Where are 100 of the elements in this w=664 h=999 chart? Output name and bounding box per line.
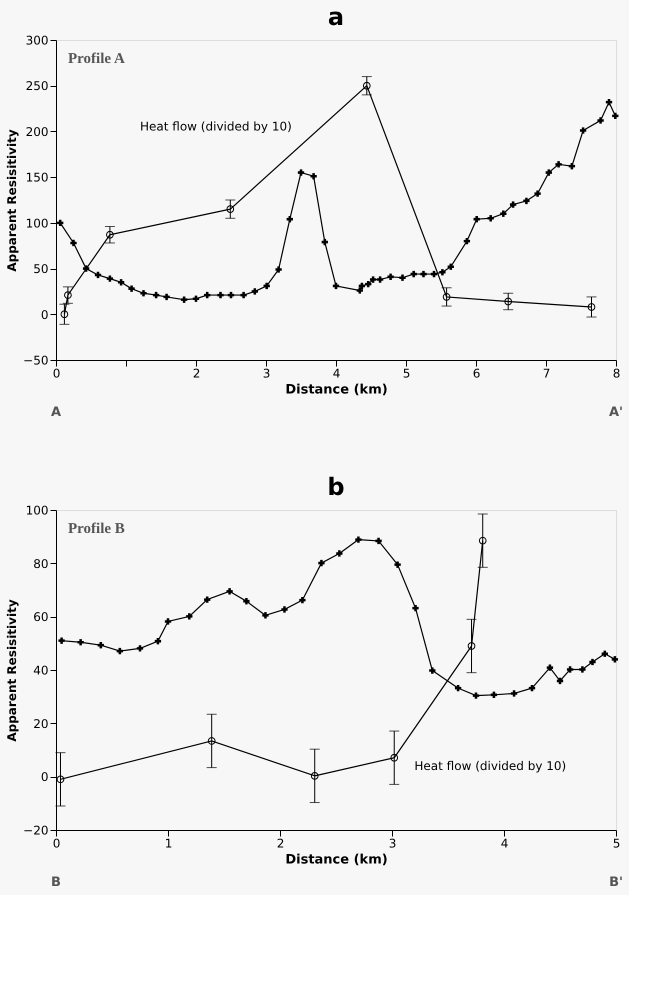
point [430,270,438,278]
y-tick-label: 40 [33,664,48,678]
x-tick-label: 3 [388,836,396,850]
point [226,588,233,594]
series-label: Heat flow (divided by 10) [414,759,566,773]
x-tick-label: 5 [402,366,410,380]
point [528,684,536,692]
x-axis-title: Distance (km) [285,852,388,868]
point [356,287,363,294]
y-tick-label: −50 [23,354,48,368]
point [534,190,541,197]
point [298,169,304,176]
point [387,274,394,280]
x-tick-label: 0 [52,366,60,380]
text: A [50,405,62,420]
point [64,291,72,299]
point [442,293,450,301]
y-axis-title: Apparent Resisitivity [5,599,20,742]
point [70,240,77,246]
point [412,604,419,612]
chart-title: b [327,473,345,501]
y-tick-label: 60 [33,610,48,624]
point [310,173,317,180]
x-tick-label: 1 [164,836,172,850]
point [579,666,586,673]
point [370,276,376,283]
point [106,275,114,282]
point [180,296,188,303]
point [439,269,446,276]
point [252,288,258,295]
y-tick-label: 250 [26,79,48,94]
x-tick-label: 4 [500,836,508,850]
point [192,296,200,302]
x-tick-label: 3 [262,366,270,380]
text: B [51,875,61,890]
point [488,215,494,222]
point [355,536,362,543]
point [464,238,470,244]
point [204,292,210,298]
point [164,618,172,625]
point [118,279,124,286]
point [299,596,306,604]
point [612,656,618,662]
point [204,596,210,603]
point [588,303,596,311]
point [262,612,269,618]
y-tick-label: 150 [26,170,48,185]
annotation: Profile A [68,51,125,67]
y-tick-label: 0 [40,308,48,322]
y-axis-title: Apparent Resisitivity [5,129,20,272]
point [336,550,343,557]
point [429,667,436,674]
point [490,692,498,698]
point [58,638,65,644]
x-tick-label: 2 [192,366,200,380]
point [510,690,518,697]
point [226,205,234,213]
point [318,560,325,566]
point [243,598,250,604]
point [375,538,382,544]
y-tick-label: 20 [33,716,48,731]
text: A' [608,405,624,420]
point [472,692,480,699]
point [556,678,564,684]
point [448,264,454,270]
point [390,754,398,762]
point [597,117,604,124]
point [94,272,102,278]
point [580,127,586,134]
point [332,282,340,290]
point [186,613,192,620]
y-tick-label: −20 [23,824,48,838]
point [358,282,366,290]
point [106,230,114,239]
point [310,772,319,780]
point [217,292,224,298]
point [322,238,328,246]
point [468,642,476,650]
point [478,536,487,545]
point [228,292,234,298]
point [77,639,84,646]
point [56,775,64,784]
point [98,642,104,648]
point [281,606,288,613]
point [60,310,68,318]
point [568,163,576,170]
point [136,645,144,652]
x-tick-label: 4 [332,366,340,380]
point [420,270,427,278]
series-label: Heat flow (divided by 10) [140,119,292,134]
point [410,270,417,278]
point [57,220,64,226]
point [394,562,401,568]
point [566,666,574,673]
point [376,276,384,283]
point [362,82,371,90]
point [128,286,135,292]
x-axis-title: Distance (km) [285,382,388,398]
point [365,280,372,288]
point [612,112,618,120]
